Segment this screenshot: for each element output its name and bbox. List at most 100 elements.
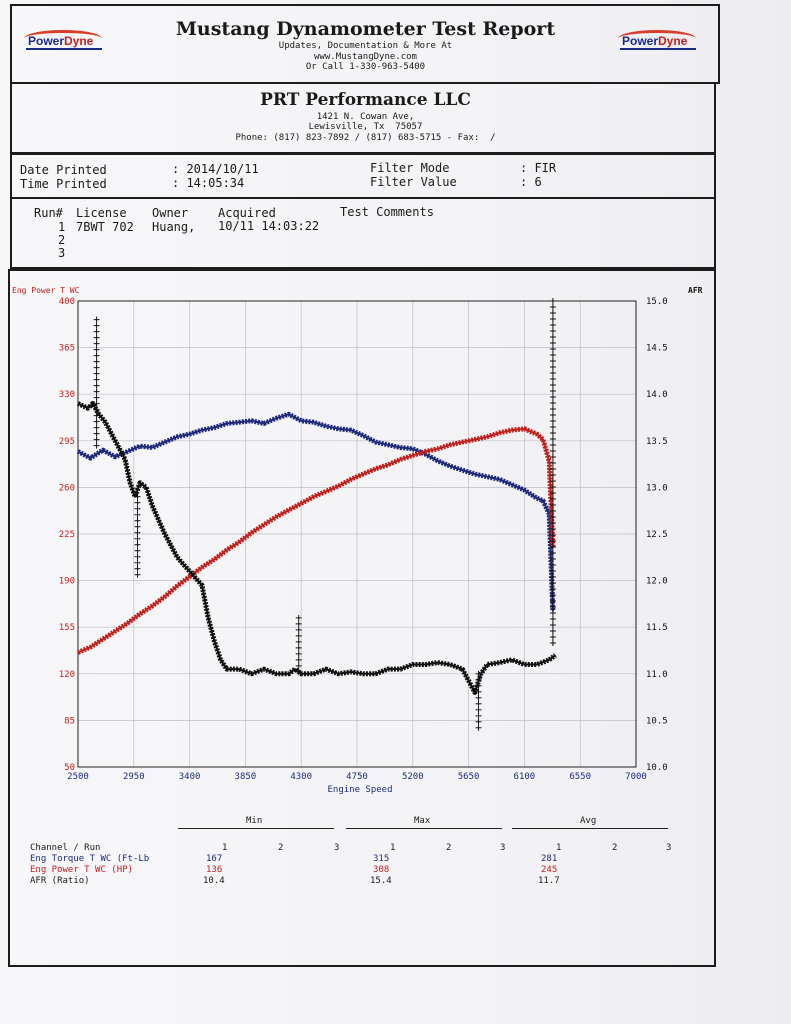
y-left-tick-label: 260 [59, 483, 75, 493]
summary-max-header: Max [414, 816, 431, 826]
shop-address1: 1421 N. Cowan Ave, [316, 112, 415, 122]
summary-row-power-label: Eng Power T WC (HP) [30, 865, 133, 875]
summary-max-run3: 3 [500, 843, 506, 853]
summary-max-run1: 1 [390, 843, 396, 853]
powerdyne-logo-left: PowerDyne [18, 30, 108, 54]
summary-min-run1: 1 [222, 843, 228, 853]
filter-mode-label: Filter Mode [370, 161, 450, 175]
power-series-line [77, 426, 556, 655]
plot-frame [77, 300, 637, 768]
y-right-tick-label: 15.0 [646, 297, 668, 307]
run-row-1-license: 7BWT 702 [76, 220, 134, 234]
chart-box [8, 269, 716, 967]
summary-avg-rule [512, 828, 668, 829]
chart-axes [77, 300, 637, 768]
runs-header-license: License [76, 206, 127, 220]
run-row-2-number: 2 [58, 233, 66, 247]
y-left-tick-label: 400 [59, 297, 75, 307]
logo-swoosh-icon [618, 30, 696, 47]
y-right-tick-label: 11.0 [646, 670, 668, 680]
x-tick-label: 3850 [235, 772, 257, 782]
chart-tick-labels: 2500 2950 3400 3850 4300 4750 5200 5650 6100 6550… [59, 297, 668, 782]
right-axis-label: AFR [688, 286, 703, 295]
x-tick-label: 3400 [179, 772, 201, 782]
y-right-tick-label: 13.5 [646, 437, 668, 447]
shop-phone: Phone: (817) 823-7892 / (817) 683-5715 -… [235, 133, 496, 143]
y-left-tick-label: 295 [59, 437, 75, 447]
runs-header-owner: Owner [152, 206, 189, 220]
run-row-1-acquired: 10/11 14:03:22 [218, 219, 320, 233]
run-row-1-number: 1 [58, 220, 66, 234]
runs-box [10, 197, 716, 269]
runs-header-comments: Test Comments [340, 205, 434, 219]
date-label: Date Printed [20, 163, 107, 177]
y-right-tick-label: 14.0 [646, 390, 668, 400]
y-right-tick-label: 12.5 [646, 530, 668, 540]
runs-header-run: Run# [34, 206, 63, 220]
filter-mode-value: : FIR [520, 161, 557, 175]
summary-row-afr-avg: 11.7 [538, 876, 560, 886]
left-axis-label: Eng Power T WC [12, 286, 80, 295]
summary-row-power-max: 308 [373, 865, 390, 875]
torque-series-line [76, 411, 556, 612]
y-right-tick-label: 10.0 [646, 763, 668, 773]
summary-avg-run1: 1 [556, 843, 562, 853]
summary-row-torque-label: Eng Torque T WC (Ft-Lb [30, 854, 150, 864]
summary-row-torque-max: 315 [373, 854, 390, 864]
date-value: : 2014/10/11 [172, 162, 259, 176]
shop-address2: Lewisville, Tx 75057 [308, 122, 423, 132]
x-tick-label: 6100 [514, 772, 536, 782]
header-line3: Or Call 1-330-963-5400 [305, 62, 426, 72]
runs-header-acquired: Acquired [218, 206, 276, 220]
y-left-tick-label: 85 [64, 716, 75, 726]
chart-series [76, 298, 557, 731]
summary-max-run2: 2 [446, 843, 452, 853]
summary-row-afr-label: AFR (Ratio) [30, 876, 90, 886]
chart-grid [77, 300, 637, 768]
header-line2: www.MustangDyne.com [314, 52, 417, 62]
y-left-tick-label: 330 [59, 390, 75, 400]
summary-avg-header: Avg [580, 816, 597, 826]
filter-value-label: Filter Value [370, 175, 457, 189]
summary-max-rule [346, 828, 502, 829]
x-axis-label: Engine Speed [327, 785, 392, 795]
header-line1: Updates, Documentation & More At [278, 41, 453, 51]
summary-row-power-avg: 245 [541, 865, 558, 875]
summary-min-run3: 3 [334, 843, 340, 853]
summary-row-afr-min: 10.4 [203, 876, 225, 886]
summary-min-rule [178, 828, 334, 829]
summary-row-afr-max: 15.4 [370, 876, 392, 886]
x-tick-label: 4300 [290, 772, 312, 782]
summary-row-torque-avg: 281 [541, 854, 558, 864]
summary-min-header: Min [246, 816, 263, 826]
summary-channel-header: Channel / Run [30, 843, 101, 853]
summary-row-torque-min: 167 [206, 854, 223, 864]
x-tick-label: 2950 [123, 772, 145, 782]
y-right-tick-label: 13.0 [646, 483, 668, 493]
filter-value-value: : 6 [520, 175, 542, 189]
x-tick-label: 5650 [458, 772, 480, 782]
y-right-tick-label: 11.5 [646, 623, 668, 633]
x-tick-label: 6550 [569, 772, 591, 782]
summary-avg-run3: 3 [666, 843, 672, 853]
power-series-line-core [77, 427, 554, 654]
summary-min-run2: 2 [278, 843, 284, 853]
shop-name: PRT Performance LLC [260, 90, 471, 110]
time-label: Time Printed [20, 177, 107, 191]
run-row-3-number: 3 [58, 246, 66, 260]
x-tick-label: 5200 [402, 772, 424, 782]
powerdyne-logo-right: PowerDyne [612, 30, 702, 54]
x-tick-label: 4750 [346, 772, 368, 782]
y-left-tick-label: 50 [64, 763, 75, 773]
y-left-tick-label: 155 [59, 623, 75, 633]
y-left-tick-label: 190 [59, 577, 75, 587]
torque-series-line-core [77, 413, 554, 612]
summary-avg-run2: 2 [612, 843, 618, 853]
run-row-1-owner: Huang, [152, 220, 196, 234]
y-right-tick-label: 12.0 [646, 577, 668, 587]
report-title: Mustang Dynamometer Test Report [175, 18, 556, 40]
y-left-tick-label: 120 [59, 670, 75, 680]
y-left-tick-label: 225 [59, 530, 75, 540]
